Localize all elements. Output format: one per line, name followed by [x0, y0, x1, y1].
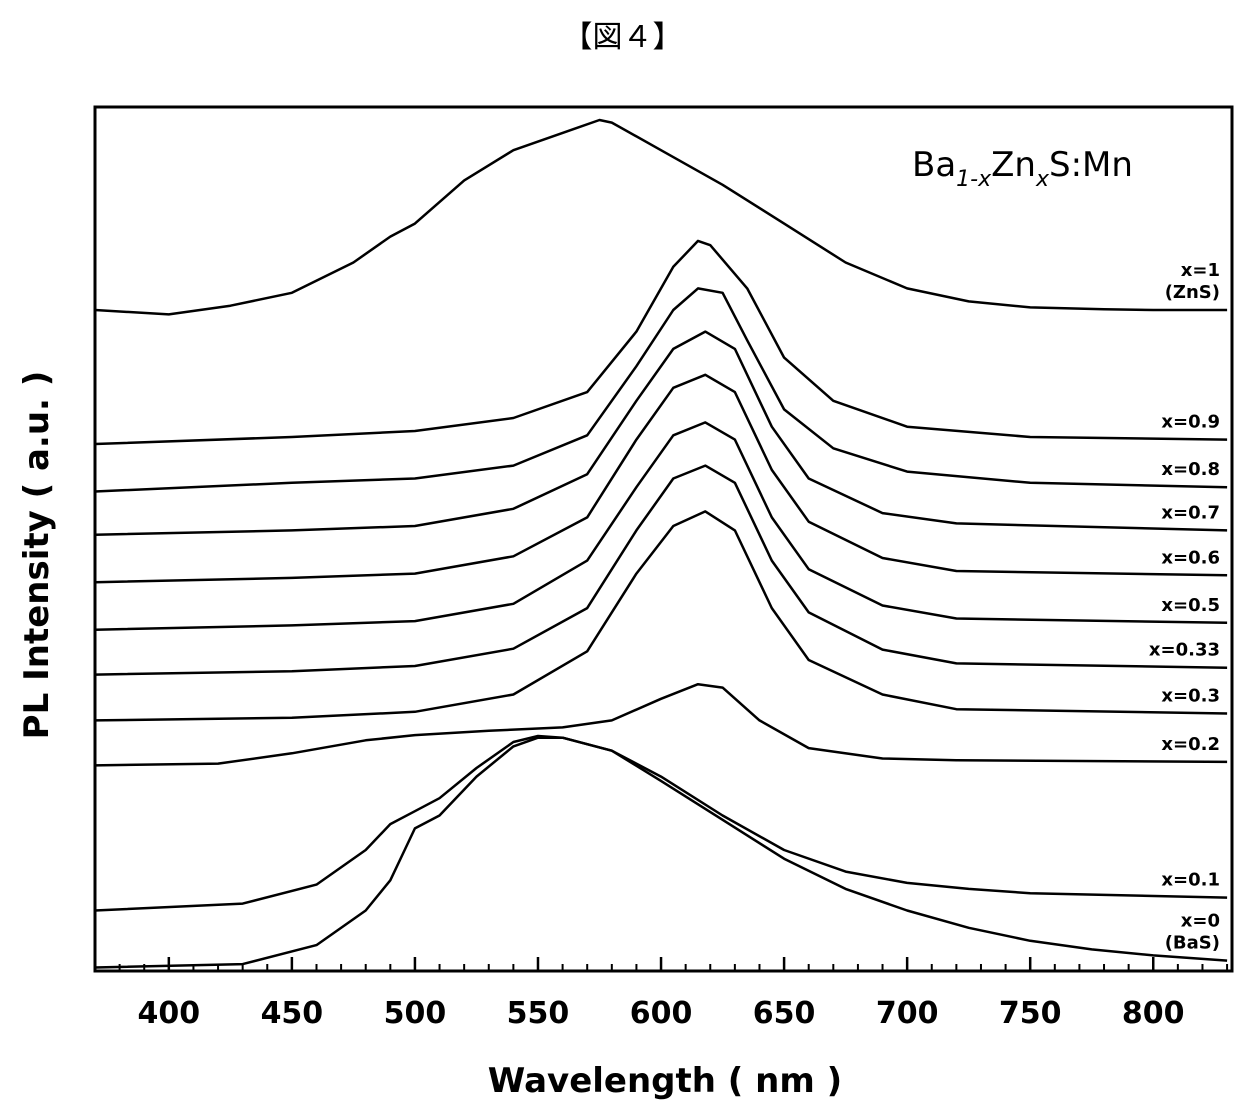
- series-label-x-0-3: x=0.3: [1161, 686, 1220, 707]
- series-line-x-0-9: [95, 241, 1227, 444]
- compound-label: Ba1-xZnxS:Mn: [912, 145, 1133, 192]
- x-tick-label-800: 800: [1122, 996, 1185, 1031]
- series-label-x-0-33: x=0.33: [1149, 640, 1220, 661]
- series-line-x-0-6: [95, 375, 1227, 582]
- series-label-x-0-6: x=0.6: [1161, 547, 1220, 568]
- compound-subscript-1: 1-x: [956, 167, 992, 192]
- y-axis-title: PL Intensity ( a.u. ): [17, 371, 57, 740]
- x-tick-label-550: 550: [507, 996, 570, 1031]
- series-line-x-0-1: [95, 736, 1227, 911]
- series-line-x-0-3: [95, 511, 1227, 720]
- x-tick-label-600: 600: [630, 996, 693, 1031]
- series-line-x-0-2: [95, 684, 1227, 765]
- series-line-x-0-bas: [95, 738, 1227, 968]
- x-axis-title: Wavelength ( nm ): [488, 1061, 842, 1101]
- x-axis: 400 450 500 550 600 650 700 750 800: [95, 957, 1227, 1031]
- x-tick-label-400: 400: [138, 996, 201, 1031]
- compound-base-3: S:Mn: [1049, 145, 1133, 185]
- series-labels: x=1(ZnS) x=0.9 x=0.8 x=0.7 x=0.6 x=0.5 x=0.33 x…: [1149, 260, 1220, 954]
- series-label-x-0-7: x=0.7: [1161, 502, 1220, 523]
- series-label-x-1-zns-line-1: x=1: [1181, 260, 1220, 281]
- series-label-x-0-9: x=0.9: [1161, 412, 1220, 433]
- series-layer: [95, 120, 1227, 968]
- series-label-x-0-2: x=0.2: [1161, 734, 1220, 755]
- compound-subscript-2: x: [1035, 167, 1050, 192]
- x-tick-label-500: 500: [384, 996, 447, 1031]
- x-tick-label-700: 700: [876, 996, 939, 1031]
- series-label-x-0-5: x=0.5: [1161, 595, 1220, 616]
- compound-base-2: Zn: [991, 145, 1036, 185]
- x-tick-label-650: 650: [753, 996, 816, 1031]
- series-label-x-0-bas-line-2: (BaS): [1165, 933, 1220, 954]
- series-line-x-0-8: [95, 288, 1227, 491]
- series-label-x-0-8: x=0.8: [1161, 459, 1220, 480]
- series-line-x-0-7: [95, 332, 1227, 535]
- series-label-x-0-bas-line-1: x=0: [1181, 911, 1220, 932]
- series-line-x-0-33: [95, 466, 1227, 675]
- x-tick-label-750: 750: [999, 996, 1062, 1031]
- x-tick-label-450: 450: [261, 996, 324, 1031]
- series-label-x-1-zns-line-2: (ZnS): [1165, 282, 1220, 303]
- compound-base-1: Ba: [912, 145, 956, 185]
- series-label-x-0-1: x=0.1: [1161, 870, 1220, 891]
